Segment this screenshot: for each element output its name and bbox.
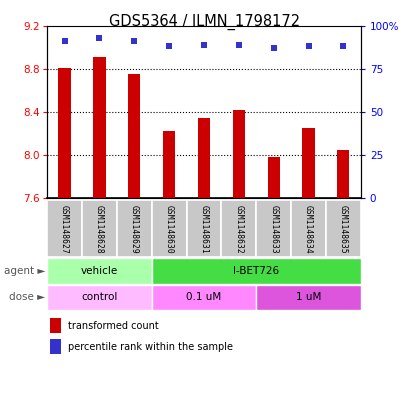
Bar xyxy=(58,68,70,198)
Bar xyxy=(47,258,151,284)
Text: GDS5364 / ILMN_1798172: GDS5364 / ILMN_1798172 xyxy=(109,14,300,30)
Point xyxy=(96,35,103,41)
Bar xyxy=(117,200,151,257)
Text: GSM1148630: GSM1148630 xyxy=(164,205,173,254)
Bar xyxy=(82,200,117,257)
Text: 1 uM: 1 uM xyxy=(295,292,320,302)
Bar xyxy=(47,200,82,257)
Bar xyxy=(198,118,209,198)
Point xyxy=(235,41,242,48)
Bar xyxy=(186,200,221,257)
Text: GSM1148631: GSM1148631 xyxy=(199,205,208,254)
Bar xyxy=(221,200,256,257)
Bar xyxy=(151,258,360,284)
Bar xyxy=(256,285,360,310)
Point xyxy=(166,43,172,50)
Bar xyxy=(50,318,61,333)
Bar xyxy=(151,200,186,257)
Bar xyxy=(232,110,244,198)
Text: control: control xyxy=(81,292,117,302)
Bar xyxy=(325,200,360,257)
Bar xyxy=(47,285,151,310)
Text: GSM1148629: GSM1148629 xyxy=(130,205,138,254)
Bar xyxy=(93,57,105,198)
Bar xyxy=(337,150,348,198)
Bar xyxy=(267,157,279,198)
Text: I-BET726: I-BET726 xyxy=(233,266,279,276)
Bar xyxy=(128,74,140,198)
Text: GSM1148632: GSM1148632 xyxy=(234,205,243,254)
Text: transformed count: transformed count xyxy=(67,321,158,331)
Bar xyxy=(163,131,175,198)
Text: GSM1148633: GSM1148633 xyxy=(269,205,277,254)
Bar xyxy=(50,339,61,354)
Point xyxy=(270,45,276,51)
Point xyxy=(200,41,207,48)
Point xyxy=(61,38,68,44)
Text: GSM1148627: GSM1148627 xyxy=(60,205,69,254)
Text: percentile rank within the sample: percentile rank within the sample xyxy=(67,342,232,353)
Text: GSM1148628: GSM1148628 xyxy=(95,205,103,254)
Text: vehicle: vehicle xyxy=(81,266,118,276)
Text: 0.1 uM: 0.1 uM xyxy=(186,292,221,302)
Text: GSM1148635: GSM1148635 xyxy=(338,205,347,254)
Text: GSM1148634: GSM1148634 xyxy=(303,205,312,254)
Bar xyxy=(302,128,314,198)
Text: agent ►: agent ► xyxy=(4,266,45,276)
Point xyxy=(305,43,311,50)
Bar xyxy=(256,200,290,257)
Bar xyxy=(290,200,325,257)
Bar xyxy=(151,285,256,310)
Point xyxy=(131,38,137,44)
Text: dose ►: dose ► xyxy=(9,292,45,302)
Point xyxy=(339,43,346,50)
